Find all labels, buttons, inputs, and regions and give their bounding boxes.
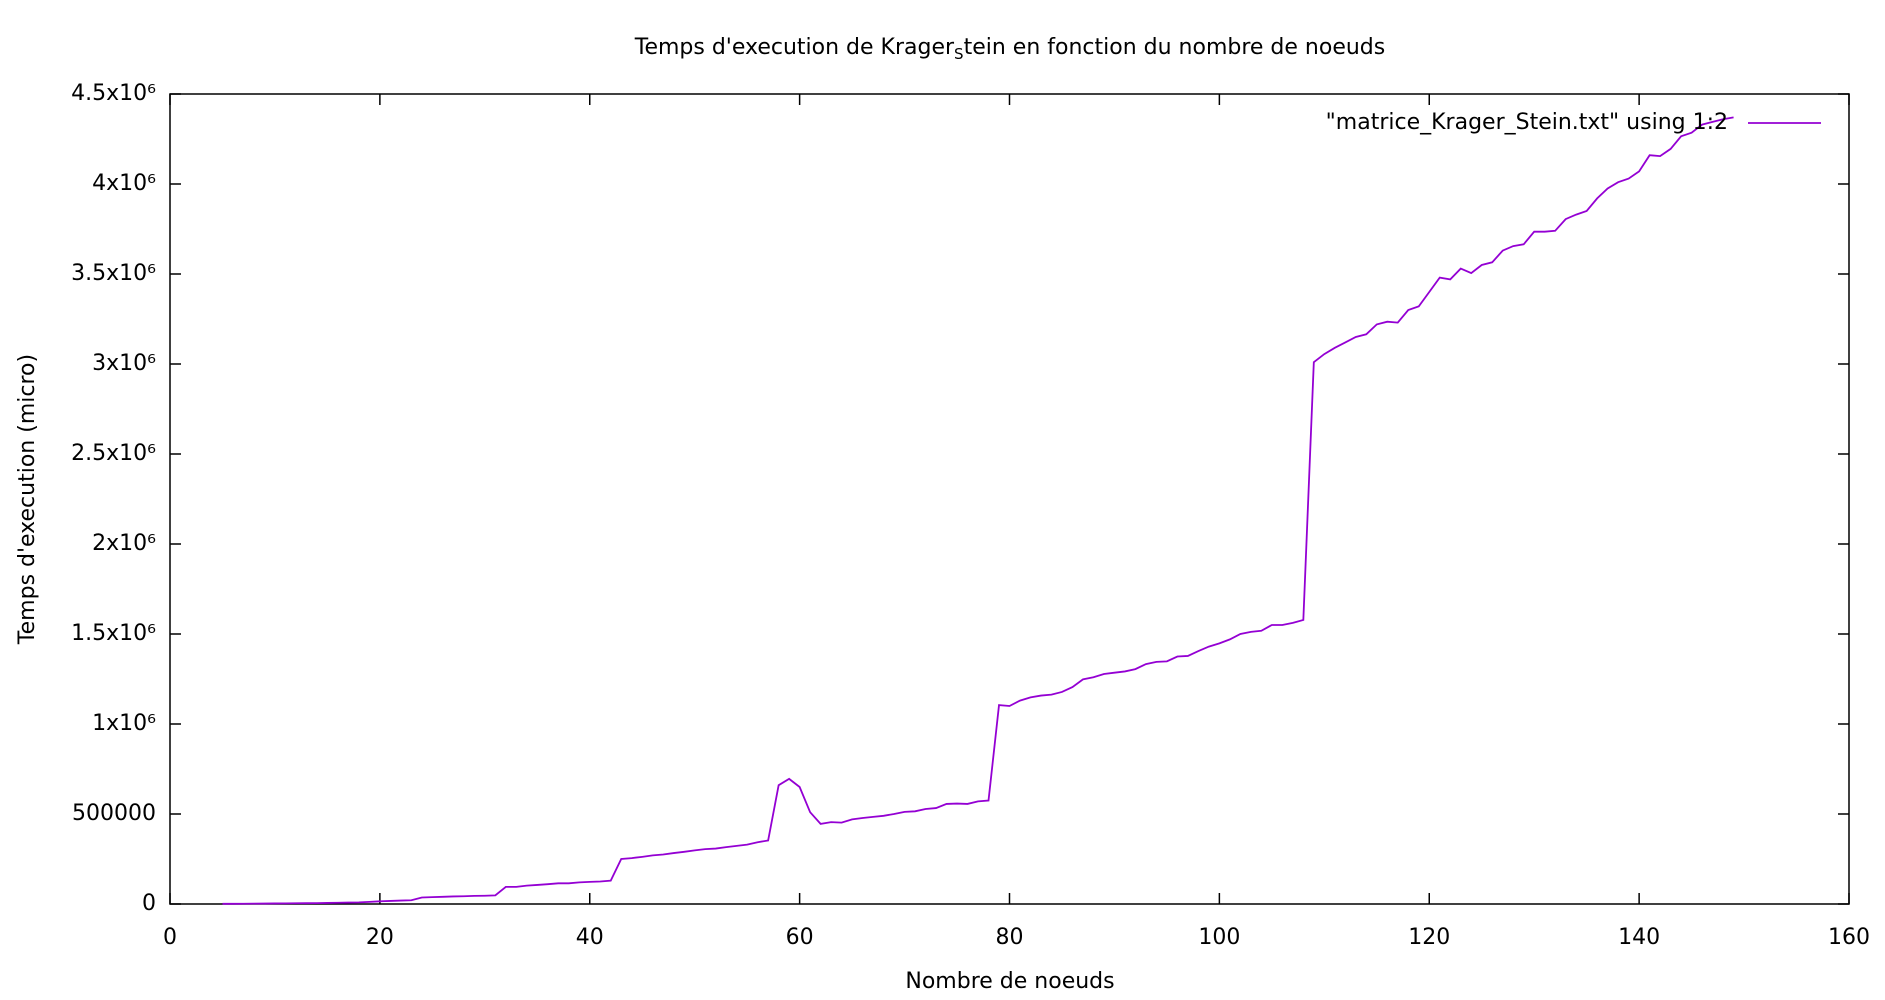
- title-subscript: S: [954, 45, 964, 63]
- y-tick-label: 1.5x10⁶: [71, 621, 156, 646]
- y-axis-label: Temps d'execution (micro): [15, 354, 40, 645]
- y-tick-label: 4.5x10⁶: [71, 81, 156, 106]
- x-tick-label: 120: [1408, 925, 1450, 950]
- plot-frame: [169, 93, 1850, 905]
- x-tick-label: 140: [1618, 925, 1660, 950]
- x-axis-label: Nombre de noeuds: [905, 969, 1114, 994]
- y-tick-label: 3.5x10⁶: [71, 261, 156, 286]
- y-tick-label: 1x10⁶: [92, 711, 156, 736]
- x-tick-label: 20: [366, 925, 394, 950]
- y-tick-label: 4x10⁶: [92, 171, 156, 196]
- title-part: Temps d'execution de Krager: [634, 35, 955, 60]
- x-tick-label: 80: [996, 925, 1024, 950]
- chart-title: Temps d'execution de KragerStein en fonc…: [634, 35, 1385, 63]
- x-tick-label: 160: [1828, 925, 1870, 950]
- y-tick-label: 500000: [72, 801, 156, 826]
- x-tick-label: 40: [576, 925, 604, 950]
- legend-label: "matrice_Krager_Stein.txt" using 1:2: [1326, 110, 1728, 135]
- y-tick-label: 2x10⁶: [92, 531, 156, 556]
- y-tick-label: 0: [142, 891, 156, 916]
- y-tick-label: 3x10⁶: [92, 351, 156, 376]
- x-tick-label: 60: [786, 925, 814, 950]
- x-tick-label: 0: [163, 925, 177, 950]
- title-part: tein en fonction du nombre de noeuds: [964, 35, 1386, 60]
- x-tick-label: 100: [1198, 925, 1240, 950]
- data-line: [222, 116, 1734, 905]
- y-tick-label: 2.5x10⁶: [71, 441, 156, 466]
